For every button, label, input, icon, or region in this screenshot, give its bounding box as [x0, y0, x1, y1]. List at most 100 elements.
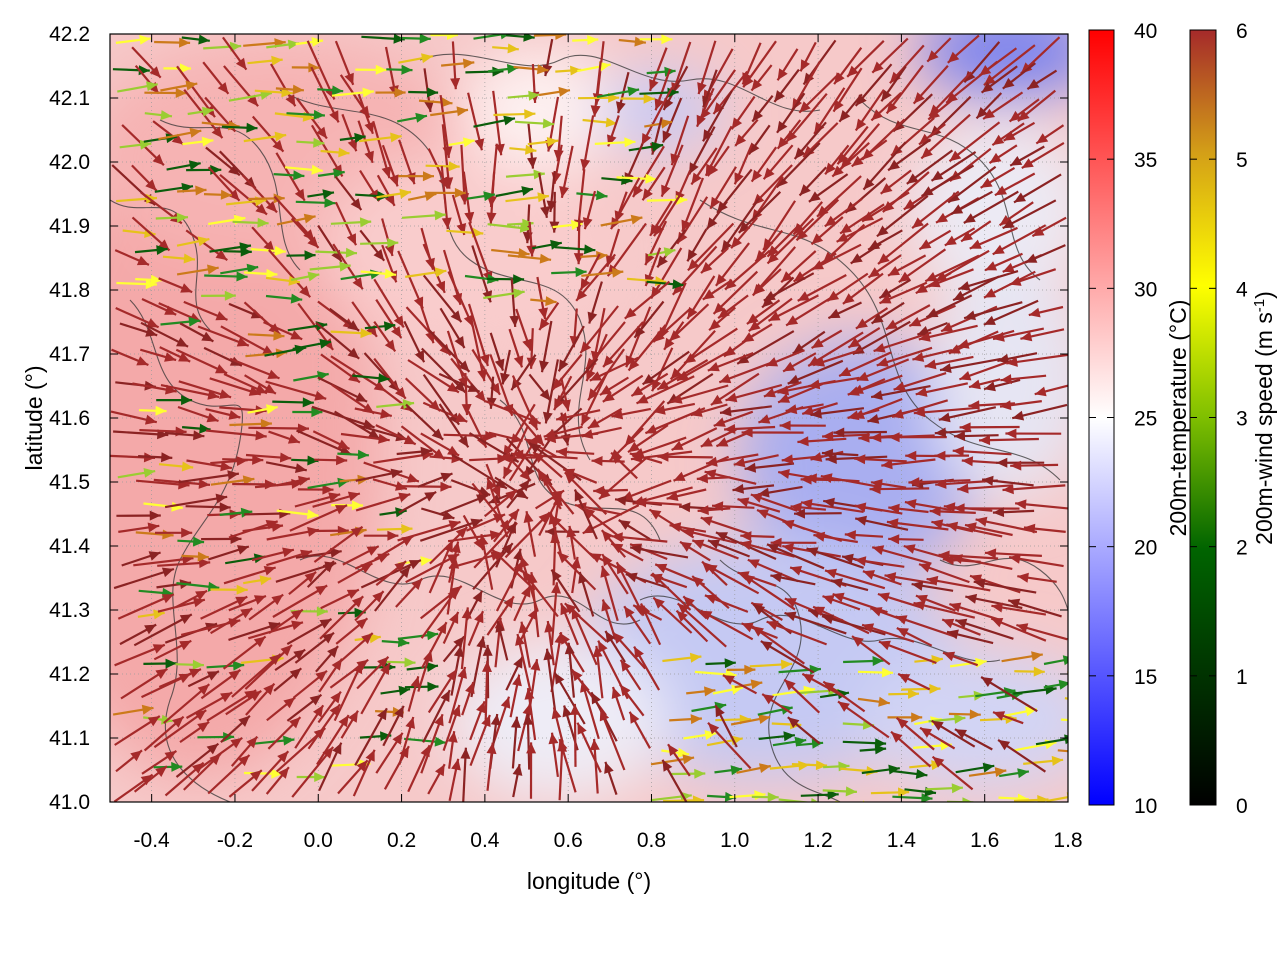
wind-vector-head	[770, 572, 783, 583]
wind-vector-head	[1032, 226, 1045, 237]
wind-vector-head	[361, 633, 373, 645]
wind-vector-head	[172, 716, 184, 728]
wind-vector-head	[619, 684, 631, 697]
wind-vector-head	[330, 547, 342, 558]
wind-vector-head	[645, 424, 658, 434]
wind-vector-head	[227, 470, 239, 481]
wind-vector-head	[888, 534, 900, 545]
wind-vector-head	[599, 488, 611, 500]
wind-vector-head	[494, 358, 505, 371]
wind-vector-head	[1051, 755, 1064, 766]
wind-vector-head	[397, 637, 410, 648]
y-tick-label: 42.2	[49, 23, 90, 46]
wind-vector-head	[380, 731, 392, 742]
wind-vector-head	[171, 761, 183, 772]
wind-vector-head	[796, 229, 808, 241]
wind-vector-head	[207, 389, 220, 400]
wind-vector-head	[246, 736, 258, 749]
wind-vector-head	[539, 318, 550, 330]
wind-vector-head	[703, 129, 713, 142]
wind-vector-head	[313, 728, 326, 740]
wind-vector-head	[991, 618, 1004, 628]
wind-vector-head	[689, 652, 702, 663]
wind-vector-head	[763, 387, 776, 398]
wind-vector-head	[394, 705, 404, 718]
wind-vector-head	[913, 600, 926, 611]
wind-vector-head	[523, 511, 534, 523]
wind-vector-head	[596, 250, 608, 261]
wind-vector-head	[1006, 357, 1018, 367]
wind-vector-head	[696, 473, 708, 484]
wind-vector-head	[324, 197, 336, 208]
wind-vector-head	[223, 732, 235, 742]
wind-vector-head	[828, 308, 841, 319]
wind-vector-head	[550, 532, 561, 544]
y-tick-label: 41.7	[49, 343, 90, 366]
wind-vector-head	[267, 369, 280, 379]
wind-vector-head	[299, 285, 311, 298]
wind-vector-head	[692, 795, 705, 802]
wind-vector-head	[150, 274, 162, 285]
wind-vector-head	[319, 619, 332, 629]
wind-vector-head	[917, 326, 930, 336]
wind-vector-head	[447, 731, 458, 743]
wind-vector-head	[539, 253, 552, 264]
wind-vector-head	[880, 183, 893, 194]
wind-colorbar-label-sup: -1	[1251, 299, 1268, 312]
wind-vector-head	[408, 560, 421, 570]
wind-vector-head	[273, 330, 285, 341]
wind-vector-head	[347, 139, 358, 152]
wind-vector-head	[544, 433, 557, 444]
wind-vector-head	[482, 644, 493, 656]
wind-vector-head	[493, 514, 506, 524]
wind-vector-head	[868, 267, 881, 278]
x-axis-title: longitude (°)	[527, 868, 651, 894]
wind-vector-head	[427, 681, 439, 692]
wind-vector-head	[964, 70, 976, 83]
wind-vector-head	[642, 374, 655, 385]
wind-vector-head	[592, 645, 603, 658]
wind-vector-head	[161, 567, 174, 578]
wind-vector-head	[854, 454, 866, 465]
x-tick-label: 0.6	[554, 829, 583, 852]
wind-vector-head	[269, 654, 281, 665]
wind-vector-head	[164, 305, 177, 315]
wind-vector-head	[451, 705, 461, 717]
wind-vector-head	[762, 694, 775, 705]
wind-vector-head	[521, 186, 533, 196]
wind-vector-head	[694, 768, 706, 779]
wind-vector-head	[313, 137, 325, 148]
wind-vector-head	[263, 383, 276, 394]
wind-vector-head	[777, 120, 788, 133]
wind-vector-head	[876, 225, 889, 237]
wind-vector-head	[874, 744, 887, 755]
wind-vector-head	[784, 679, 796, 691]
wind-vector-head	[558, 739, 568, 752]
wind-vector-head	[424, 491, 437, 502]
wind-vector-head	[290, 293, 303, 304]
wind-vector-head	[393, 34, 405, 44]
wind-vector-head	[837, 689, 849, 700]
wind-vector-head	[543, 648, 554, 661]
wind-vector-head	[968, 400, 980, 411]
wind-vector-head	[453, 645, 464, 658]
x-tick-label: 1.4	[887, 829, 917, 852]
wind-vector-head	[322, 561, 334, 573]
wind-vector-head	[891, 144, 903, 156]
wind-vector-head	[931, 519, 944, 530]
wind-vector-head	[757, 509, 769, 519]
wind-vector-head	[780, 659, 793, 670]
wind-vector-head	[533, 434, 544, 446]
wind-vector-head	[455, 412, 468, 422]
wind-vector-head	[912, 217, 924, 229]
wind-vector-head	[448, 161, 460, 172]
wind-vector-head	[1010, 460, 1022, 471]
wind-vector-head	[954, 431, 966, 442]
x-tick-label: 0.4	[470, 829, 500, 852]
wind-vector-head	[611, 543, 624, 554]
wind-vector-head	[260, 418, 272, 429]
wind-vector-head	[888, 432, 900, 443]
wind-vector-head	[355, 392, 368, 402]
wind-vector-head	[178, 352, 191, 362]
wind-vector-head	[751, 169, 763, 182]
